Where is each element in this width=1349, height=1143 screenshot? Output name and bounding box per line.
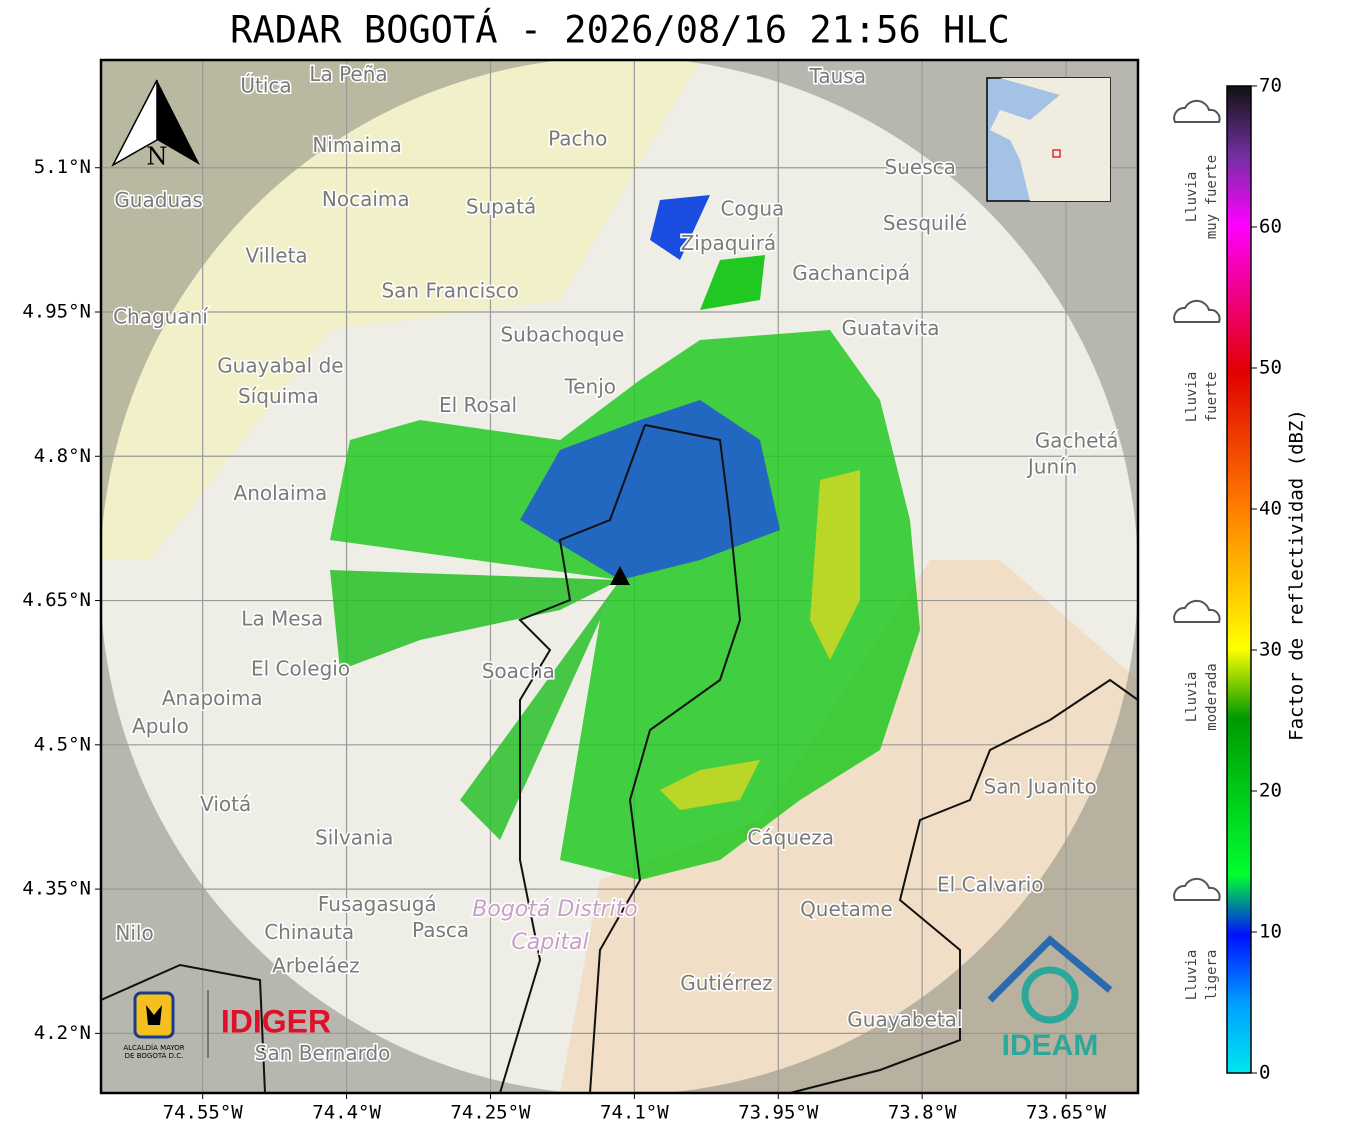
- place-label: Subachoque: [500, 323, 624, 347]
- place-label: San Bernardo: [255, 1041, 391, 1065]
- place-label: Nilo: [115, 921, 153, 945]
- colorbar-tick-label: 0: [1259, 1062, 1270, 1084]
- place-label: Fusagasugá: [318, 892, 437, 916]
- place-label: Silvania: [315, 826, 393, 850]
- north-arrow: N: [111, 79, 200, 171]
- title: RADAR BOGOTÁ - 2026/08/16 21:56 HLC: [230, 8, 1010, 52]
- x-tick-label: 74.25°W: [450, 1102, 531, 1124]
- place-label: El Rosal: [439, 393, 517, 417]
- place-label: Tausa: [808, 64, 866, 88]
- cloud-icon: [1173, 99, 1221, 123]
- district-label: Capital: [511, 930, 588, 955]
- alcaldia-logo: ALCALDÍA MAYOR DE BOGOTÁ D.C.: [123, 990, 209, 1060]
- place-label: Anapoima: [162, 686, 263, 710]
- colorbar-tick-label: 20: [1259, 780, 1282, 802]
- place-label: Guatavita: [841, 316, 939, 340]
- map-area: Útica La Peña Tausa Pacho Nimaima Guaduas Noca…: [101, 60, 1138, 1093]
- rain-class-label: Lluvia: [1184, 672, 1200, 723]
- x-tick-label: 74.55°W: [163, 1102, 244, 1124]
- place-label: Nimaima: [312, 133, 402, 157]
- map-frame: [99, 58, 1140, 1095]
- colorbar-tick-label: 10: [1259, 921, 1282, 943]
- y-tick-label: 4.5°N: [34, 733, 91, 755]
- rain-class-label: fuerte: [1204, 372, 1220, 423]
- place-label: Chaguaní: [113, 304, 209, 328]
- x-tick-label: 74.4°W: [312, 1102, 381, 1124]
- inset-map: [986, 77, 1111, 202]
- place-label: El Colegio: [251, 656, 350, 680]
- cloud-icon: [1173, 599, 1221, 623]
- place-label: San Francisco: [381, 278, 518, 302]
- alcaldia-text: ALCALDÍA MAYOR: [123, 1043, 184, 1052]
- rain-class-label: moderada: [1204, 663, 1220, 730]
- place-label: Soacha: [482, 659, 555, 683]
- place-label: Cáqueza: [747, 826, 834, 850]
- place-label: Cogua: [720, 197, 784, 221]
- colorbar-tick-label: 50: [1259, 357, 1282, 379]
- place-label: Gachetá: [1035, 428, 1119, 452]
- place-label: Guayabal de: [217, 353, 343, 377]
- x-tick-label: 74.1°W: [600, 1102, 669, 1124]
- rain-class-label: ligera: [1204, 950, 1220, 1001]
- place-label: Pasca: [412, 918, 469, 942]
- x-tick-label: 73.65°W: [1026, 1102, 1107, 1124]
- ideam-text: IDEAM: [1002, 1029, 1099, 1062]
- x-tick-label: 73.95°W: [738, 1102, 819, 1124]
- place-label: Síquima: [238, 384, 319, 408]
- place-label: Guaduas: [114, 188, 202, 212]
- place-label: Apulo: [132, 714, 189, 738]
- place-label: La Mesa: [241, 606, 323, 630]
- rain-class-label: Lluvia: [1184, 950, 1200, 1001]
- place-label: Zipaquirá: [681, 231, 777, 255]
- radar-echoes: [330, 195, 920, 880]
- place-label: Gachancipá: [792, 261, 910, 285]
- place-label: El Calvario: [937, 873, 1043, 897]
- place-label: Villeta: [245, 244, 307, 268]
- place-label: Suesca: [885, 155, 956, 179]
- district-label: Bogotá Distrito: [472, 897, 637, 922]
- boundaries: [101, 424, 1138, 1093]
- colorbar-tick-label: 60: [1259, 216, 1282, 238]
- rain-class-label: Lluvia: [1184, 372, 1200, 423]
- alcaldia-text: DE BOGOTÁ D.C.: [125, 1051, 184, 1060]
- y-tick-label: 4.95°N: [22, 300, 91, 322]
- x-tick-label: 73.8°W: [888, 1102, 957, 1124]
- place-label: Pacho: [548, 126, 607, 150]
- place-label: Anolaima: [234, 481, 328, 505]
- place-label: Sesquilé: [883, 211, 967, 235]
- colorbar-tick-label: 70: [1259, 75, 1282, 97]
- place-label: Junín: [1026, 454, 1077, 478]
- place-label: La Peña: [309, 62, 387, 86]
- place-label: Guayabetal: [847, 1007, 962, 1031]
- place-label: Nocaima: [322, 187, 410, 211]
- place-label: Supatá: [466, 195, 536, 219]
- place-label: Tenjo: [563, 374, 616, 398]
- colorbar: [1226, 85, 1252, 1074]
- colorbar-tick-label: 30: [1259, 639, 1282, 661]
- colorbar-tick-label: 40: [1259, 498, 1282, 520]
- y-tick-label: 4.65°N: [22, 589, 91, 611]
- y-tick-label: 4.35°N: [22, 878, 91, 900]
- place-label: Quetame: [800, 897, 893, 921]
- ideam-logo: IDEAM: [987, 935, 1113, 1062]
- place-label: San Juanito: [984, 775, 1097, 799]
- colorbar-label: Factor de reflectividad (dBZ): [1286, 409, 1308, 741]
- cloud-icon: [1173, 299, 1221, 323]
- cloud-icon: [1173, 877, 1221, 901]
- place-label: Arbeláez: [272, 954, 360, 978]
- y-tick-label: 5.1°N: [34, 156, 91, 178]
- place-label: Chinauta: [264, 920, 354, 944]
- rain-class-label: muy fuerte: [1204, 155, 1220, 239]
- idiger-logo: IDIGER: [221, 1003, 331, 1039]
- place-label: Útica: [240, 73, 291, 97]
- y-tick-label: 4.8°N: [34, 445, 91, 467]
- y-tick-label: 4.2°N: [34, 1022, 91, 1044]
- place-label: Gutiérrez: [680, 971, 772, 995]
- rain-class-label: Lluvia: [1184, 172, 1200, 223]
- place-label: Viotá: [200, 792, 251, 816]
- north-label: N: [147, 143, 168, 171]
